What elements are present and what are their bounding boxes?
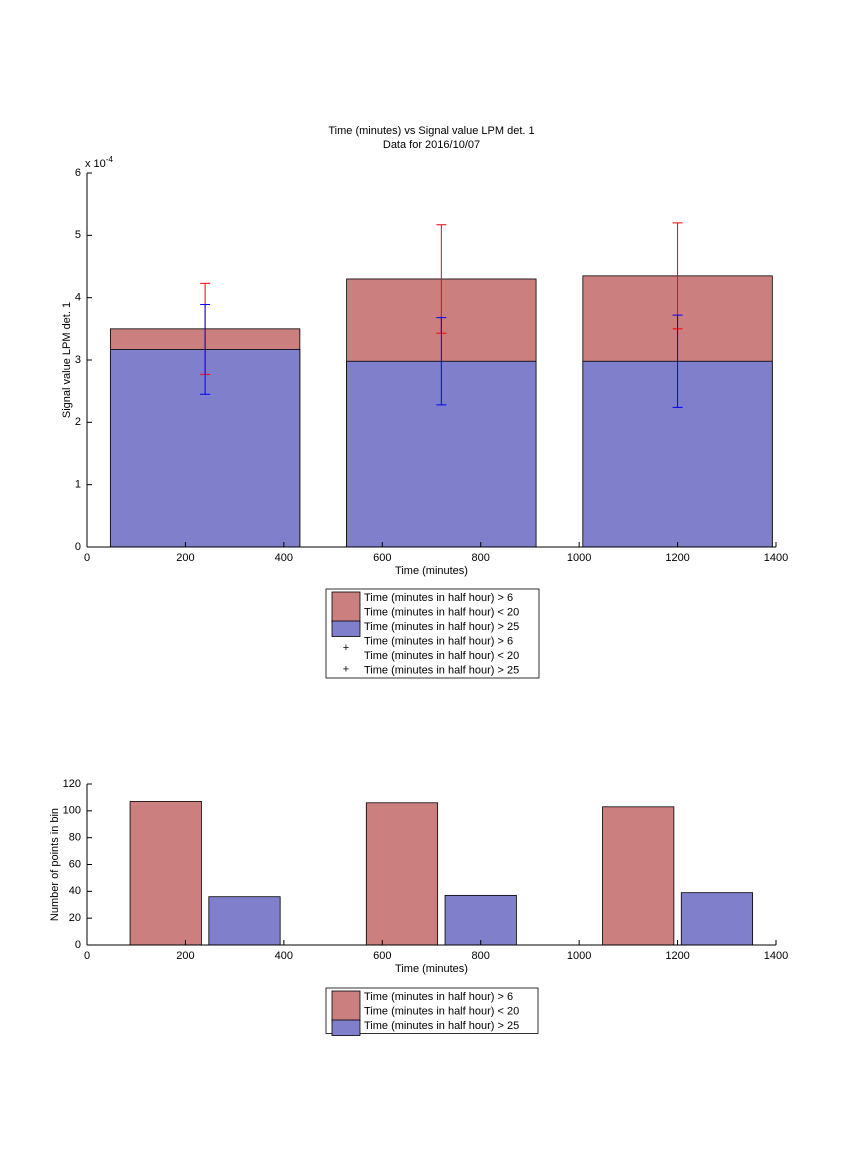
legend-label: Time (minutes in half hour) < 20 <box>364 650 519 662</box>
legend-swatch <box>331 620 361 637</box>
bar <box>129 801 202 946</box>
y-tick-label: 20 <box>69 912 81 924</box>
x-tick-label: 600 <box>373 552 391 564</box>
legend-label: Time (minutes in half hour) < 20 <box>364 1006 519 1018</box>
x-tick-label: 1200 <box>665 950 689 962</box>
legend-marker: + <box>343 664 349 676</box>
x-tick-label: 400 <box>275 950 293 962</box>
x-tick-label: 200 <box>176 552 194 564</box>
legend-box <box>325 987 539 1034</box>
x-tick-label: 800 <box>472 552 490 564</box>
legend-label: Time (minutes in half hour) > 25 <box>364 665 519 677</box>
bar <box>208 896 281 946</box>
y-tick-label: 80 <box>69 832 81 844</box>
x-tick-label: 1400 <box>764 552 788 564</box>
y-multiplier-exponent: -4 <box>106 155 114 164</box>
y-tick-label: 5 <box>75 229 81 241</box>
x-tick-label: 0 <box>84 552 90 564</box>
x-tick-label: 1200 <box>665 552 689 564</box>
bar <box>680 892 754 946</box>
chart-subtitle: Data for 2016/10/07 <box>383 139 480 151</box>
bar <box>602 806 675 946</box>
legend-label: Time (minutes in half hour) > 6 <box>364 592 513 604</box>
legend-label: Time (minutes in half hour) > 25 <box>364 1020 519 1032</box>
y-tick-label: 0 <box>75 939 81 951</box>
y-tick-label: 100 <box>63 805 81 817</box>
chart-title: Time (minutes) vs Signal value LPM det. … <box>328 125 534 137</box>
error-bar <box>436 317 447 406</box>
y-tick-label: 120 <box>63 778 81 790</box>
bar <box>365 802 439 946</box>
y-tick-label: 2 <box>75 416 81 428</box>
x-tick-label: 600 <box>373 950 391 962</box>
legend-label: Time (minutes in half hour) < 20 <box>364 607 519 619</box>
legend-label: Time (minutes in half hour) > 6 <box>364 991 513 1003</box>
x-axis-label: Time (minutes) <box>395 565 468 577</box>
legend-marker: + <box>343 642 349 654</box>
x-tick-label: 1400 <box>764 950 788 962</box>
legend-swatch <box>331 1019 361 1036</box>
y-tick-label: 0 <box>75 541 81 553</box>
x-tick-label: 800 <box>472 950 490 962</box>
y-tick-label: 60 <box>69 858 81 870</box>
bar <box>444 894 517 946</box>
x-tick-label: 0 <box>84 950 90 962</box>
y-tick-label: 1 <box>75 479 81 491</box>
legend-label: Time (minutes in half hour) > 25 <box>364 621 519 633</box>
x-tick-label: 400 <box>275 552 293 564</box>
x-tick-label: 1000 <box>567 950 591 962</box>
x-axis-label: Time (minutes) <box>395 963 468 975</box>
y-multiplier: x 10-4 <box>85 155 113 170</box>
x-tick-label: 1000 <box>567 552 591 564</box>
legend-box <box>325 588 540 679</box>
error-bar <box>200 304 211 395</box>
y-axis-label: Number of points in bin <box>49 808 61 921</box>
y-tick-label: 6 <box>75 167 81 179</box>
x-tick-label: 200 <box>176 950 194 962</box>
legend-label: Time (minutes in half hour) > 6 <box>364 636 513 648</box>
legend-swatch <box>331 990 361 1022</box>
y-tick-label: 40 <box>69 885 81 897</box>
y-tick-label: 4 <box>75 292 81 304</box>
legend-swatch <box>331 591 361 623</box>
y-axis-label: Signal value LPM det. 1 <box>61 302 73 418</box>
y-tick-label: 3 <box>75 354 81 366</box>
y-multiplier-base: x 10 <box>85 158 106 170</box>
error-bar <box>672 314 683 408</box>
